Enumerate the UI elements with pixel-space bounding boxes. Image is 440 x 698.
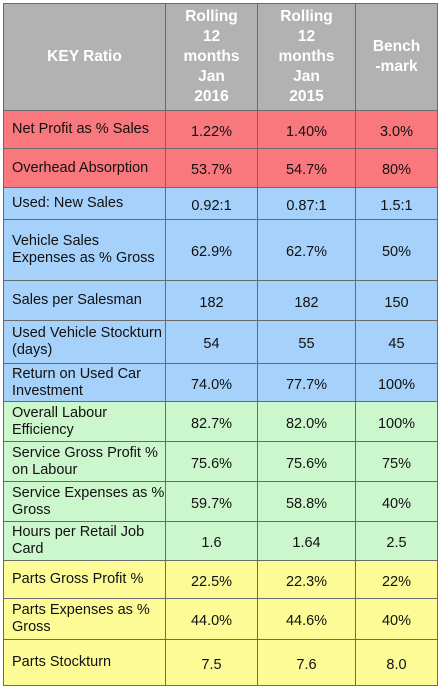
table-row: Used Vehicle Stockturn (days) 54 55 45 (3, 320, 438, 364)
value-benchmark: 80% (355, 148, 438, 188)
header-line: 2015 (289, 88, 324, 105)
header-line: 12 (297, 28, 316, 45)
table-row: Net Profit as % Sales 1.22% 1.40% 3.0% (3, 110, 438, 149)
value-benchmark: 100% (355, 401, 438, 442)
value-2015: 1.64 (257, 521, 356, 561)
table-row: Service Expenses as % Gross 59.7% 58.8% … (3, 481, 438, 522)
table-row: Vehicle Sales Expenses as % Gross 62.9% … (3, 219, 438, 281)
header-line: months (183, 48, 240, 65)
header-rolling-2015: Rolling 12 months Jan 2015 (257, 3, 356, 111)
table-row: Parts Stockturn 7.5 7.6 8.0 (3, 639, 438, 686)
value-benchmark: 40% (355, 481, 438, 522)
table-row: Return on Used Car Investment 74.0% 77.7… (3, 363, 438, 402)
value-benchmark: 8.0 (355, 639, 438, 686)
value-2016: 0.92:1 (165, 187, 258, 220)
ratio-label: Parts Gross Profit % (3, 560, 166, 599)
value-2016: 7.5 (165, 639, 258, 686)
value-2016: 59.7% (165, 481, 258, 522)
header-line: Rolling (280, 8, 333, 25)
value-2016: 74.0% (165, 363, 258, 402)
ratio-label: Service Expenses as % Gross (3, 481, 166, 522)
value-2016: 1.22% (165, 110, 258, 149)
table-row: Parts Gross Profit % 22.5% 22.3% 22% (3, 560, 438, 599)
value-benchmark: 3.0% (355, 110, 438, 149)
ratio-label: Sales per Salesman (3, 280, 166, 321)
header-line: 2016 (194, 88, 229, 105)
header-line: Rolling (185, 8, 238, 25)
ratio-label: Parts Stockturn (3, 639, 166, 686)
value-benchmark: 75% (355, 441, 438, 482)
value-2015: 1.40% (257, 110, 356, 149)
table-row: Overhead Absorption 53.7% 54.7% 80% (3, 148, 438, 188)
header-benchmark: Bench -mark (355, 3, 438, 111)
header-line: Bench (372, 38, 421, 55)
ratio-label: Used Vehicle Stockturn (days) (3, 320, 166, 364)
value-2016: 62.9% (165, 219, 258, 281)
value-2015: 0.87:1 (257, 187, 356, 220)
value-2015: 82.0% (257, 401, 356, 442)
table-row: Hours per Retail Job Card 1.6 1.64 2.5 (3, 521, 438, 561)
ratio-label: Net Profit as % Sales (3, 110, 166, 149)
value-2015: 75.6% (257, 441, 356, 482)
header-line: Jan (293, 68, 320, 85)
value-benchmark: 100% (355, 363, 438, 402)
value-2016: 53.7% (165, 148, 258, 188)
ratio-label: Vehicle Sales Expenses as % Gross (3, 219, 166, 281)
value-benchmark: 1.5:1 (355, 187, 438, 220)
value-benchmark: 50% (355, 219, 438, 281)
table-row: Sales per Salesman 182 182 150 (3, 280, 438, 321)
value-2015: 44.6% (257, 598, 356, 640)
ratio-label: Used: New Sales (3, 187, 166, 220)
table-row: Overall Labour Efficiency 82.7% 82.0% 10… (3, 401, 438, 442)
ratio-label: Overall Labour Efficiency (3, 401, 166, 442)
value-2015: 7.6 (257, 639, 356, 686)
value-benchmark: 45 (355, 320, 438, 364)
ratio-label: Return on Used Car Investment (3, 363, 166, 402)
value-2015: 54.7% (257, 148, 356, 188)
key-ratio-table: KEY Ratio Rolling 12 months Jan 2016 Rol… (3, 3, 438, 686)
header-rolling-2016: Rolling 12 months Jan 2016 (165, 3, 258, 111)
value-benchmark: 150 (355, 280, 438, 321)
value-2015: 58.8% (257, 481, 356, 522)
value-2015: 22.3% (257, 560, 356, 599)
header-line: Jan (198, 68, 225, 85)
table-row: Service Gross Profit % on Labour 75.6% 7… (3, 441, 438, 482)
value-2015: 77.7% (257, 363, 356, 402)
value-2015: 182 (257, 280, 356, 321)
value-benchmark: 2.5 (355, 521, 438, 561)
table-row: Used: New Sales 0.92:1 0.87:1 1.5:1 (3, 187, 438, 220)
ratio-label: Service Gross Profit % on Labour (3, 441, 166, 482)
value-2016: 22.5% (165, 560, 258, 599)
value-benchmark: 22% (355, 560, 438, 599)
ratio-label: Hours per Retail Job Card (3, 521, 166, 561)
header-line: -mark (375, 58, 418, 75)
value-2016: 1.6 (165, 521, 258, 561)
value-2015: 55 (257, 320, 356, 364)
value-2016: 54 (165, 320, 258, 364)
value-2016: 82.7% (165, 401, 258, 442)
value-2016: 44.0% (165, 598, 258, 640)
value-2015: 62.7% (257, 219, 356, 281)
ratio-label: Overhead Absorption (3, 148, 166, 188)
header-row: KEY Ratio Rolling 12 months Jan 2016 Rol… (3, 3, 438, 111)
value-benchmark: 40% (355, 598, 438, 640)
table-row: Parts Expenses as % Gross 44.0% 44.6% 40… (3, 598, 438, 640)
value-2016: 75.6% (165, 441, 258, 482)
header-line: months (278, 48, 335, 65)
ratio-label: Parts Expenses as % Gross (3, 598, 166, 640)
value-2016: 182 (165, 280, 258, 321)
header-key-ratio: KEY Ratio (3, 3, 166, 111)
header-line: 12 (202, 28, 221, 45)
